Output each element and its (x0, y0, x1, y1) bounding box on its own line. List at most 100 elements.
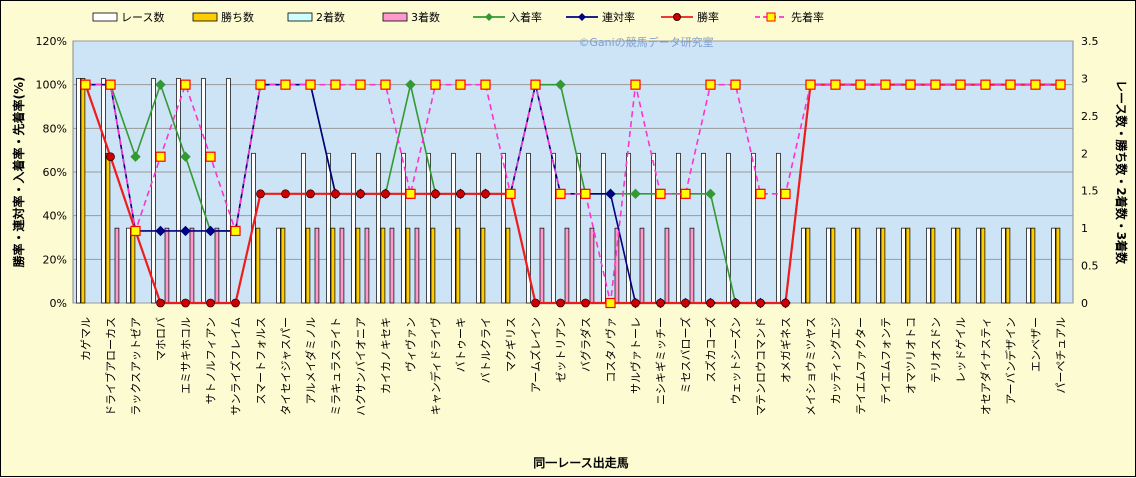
x-category-label: ラックスアットゼア (130, 317, 143, 416)
data-point (480, 79, 491, 90)
data-point (556, 298, 565, 308)
bar (1030, 227, 1036, 304)
data-point (381, 189, 390, 199)
bar (339, 227, 345, 304)
legend-swatch (192, 12, 218, 22)
bar (589, 227, 595, 304)
x-category-label: サンライズフレイム (229, 317, 243, 415)
y-left-tick-label: 40% (43, 210, 67, 223)
data-point (180, 79, 191, 90)
data-point (731, 298, 740, 308)
data-point (256, 189, 265, 199)
legend-label: 先着率 (791, 10, 824, 24)
legend-swatch (287, 12, 313, 22)
bar (201, 78, 206, 304)
legend-marker (766, 12, 776, 22)
data-point (230, 225, 241, 237)
bar (414, 227, 420, 304)
data-point (306, 189, 315, 199)
data-point (330, 79, 341, 90)
bar (151, 78, 156, 304)
bar (164, 227, 170, 304)
bar (80, 78, 86, 304)
x-category-label: テリオスドン (930, 317, 943, 383)
y-right-tick-label: 2 (1081, 147, 1088, 160)
y-right-tick-label: 2.5 (1081, 110, 1099, 123)
bar (401, 152, 406, 304)
bar (505, 227, 511, 304)
y-left-tick-label: 60% (43, 166, 67, 179)
bar (176, 78, 181, 304)
bar (905, 227, 911, 304)
x-category-label: エミサキホコル (180, 317, 193, 394)
x-category-label: サルヴァトーレ (629, 317, 643, 394)
bar (1001, 227, 1006, 304)
x-category-label: バトルクライ (480, 317, 493, 383)
bar (676, 152, 681, 304)
y-axis-right: 0 0.5 1 1.5 2 2.5 3 3.5 (1081, 35, 1099, 310)
x-category-label: バグラダス (579, 317, 593, 372)
data-point (431, 189, 440, 199)
data-point (156, 298, 165, 308)
data-point (580, 188, 591, 199)
bar (330, 227, 336, 304)
bar (855, 227, 861, 304)
bar (751, 152, 756, 304)
bar (955, 227, 961, 304)
data-point (280, 79, 291, 90)
y-right-tick-label: 3.5 (1081, 35, 1099, 48)
legend-swatch (92, 12, 118, 22)
data-point (605, 297, 616, 309)
bar (430, 227, 436, 304)
x-category-label: オマツリオトコ (905, 317, 918, 394)
data-point (331, 189, 340, 199)
data-point (305, 79, 316, 90)
bar (405, 227, 411, 304)
bar (801, 227, 806, 304)
bar (1005, 227, 1011, 304)
bar (539, 227, 545, 304)
data-point (106, 152, 115, 162)
y-left-tick-label: 20% (43, 253, 67, 266)
x-category-label: サトノルフィアン (205, 317, 218, 404)
data-point (430, 79, 441, 90)
data-point (505, 188, 516, 199)
bar-series (76, 78, 1061, 304)
data-point (130, 151, 141, 162)
bar (376, 152, 381, 304)
bar (501, 152, 506, 304)
bar (639, 227, 645, 304)
y-right-tick-label: 3 (1081, 72, 1088, 85)
data-point (905, 79, 916, 90)
bar (426, 152, 431, 304)
bar (114, 227, 120, 304)
data-point (656, 298, 665, 308)
x-category-label: エンベザー (1030, 317, 1043, 372)
bar (455, 227, 461, 304)
data-point (481, 189, 490, 199)
data-point (630, 188, 641, 200)
bar (1051, 227, 1056, 304)
x-category-label: バトゥーキ (455, 317, 468, 372)
bar (1055, 227, 1061, 304)
x-category-label: カッティングエジ (829, 317, 843, 404)
data-point (705, 188, 716, 200)
data-point (130, 225, 141, 237)
legend: レース数 勝ち数 2着数 3着数 入着率 連対率 勝率 先着率 (92, 10, 824, 24)
data-point (1005, 79, 1016, 90)
y-axis-left: 0% 20% 40% 60% 80% 100% 120% (36, 35, 67, 310)
bar (451, 152, 456, 304)
data-point (980, 79, 991, 90)
data-point (180, 151, 191, 162)
x-category-label: ハクサンバイオニア (355, 317, 368, 416)
bar (101, 78, 106, 304)
data-point (155, 79, 166, 90)
data-point (555, 188, 566, 199)
bar (880, 227, 886, 304)
data-point (955, 79, 966, 90)
x-category-label: ドライブアローカス (104, 317, 118, 416)
bar (851, 227, 856, 304)
data-point (830, 79, 841, 90)
data-point (355, 79, 366, 90)
y-axis-left-title: 勝率・連対率・入着率・先着率(%) (11, 77, 26, 268)
